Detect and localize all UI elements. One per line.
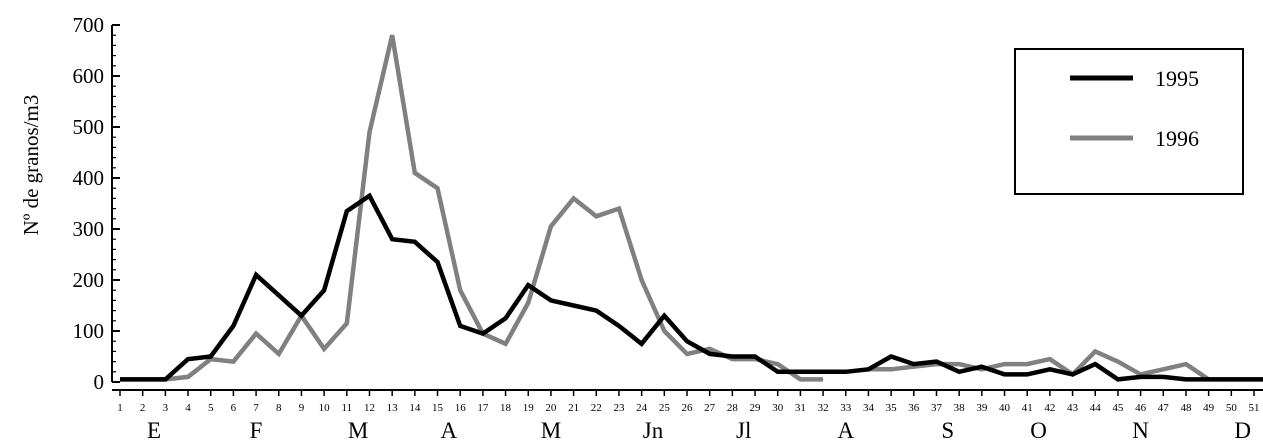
month-label: N: [1132, 418, 1149, 443]
x-tick-label: 37: [931, 402, 943, 414]
x-tick-label: 14: [409, 402, 421, 414]
x-tick-label: 39: [976, 402, 988, 414]
y-axis: 0 100 200 300 400 500 600 700: [73, 13, 120, 394]
month-label: S: [941, 418, 954, 443]
month-label: M: [348, 418, 368, 443]
x-tick-label: 19: [523, 402, 535, 414]
x-tick-label: 16: [455, 402, 467, 414]
x-tick-label: 2: [140, 402, 146, 414]
month-label: A: [837, 418, 854, 443]
x-tick-label: 15: [432, 402, 444, 414]
x-tick-label: 20: [545, 402, 557, 414]
y-tick-label: 300: [73, 217, 105, 241]
x-tick-label: 12: [364, 402, 375, 414]
x-tick-label: 45: [1112, 402, 1124, 414]
x-tick-label: 18: [500, 402, 512, 414]
x-tick-label: 3: [163, 402, 169, 414]
x-tick-label: 43: [1067, 402, 1079, 414]
x-tick-label: 31: [795, 402, 806, 414]
x-axis: 1 2 3 4 5 6 7 8 9 10 11 12 13 14 15 16 17 18 19 20 21 22 23 24 2…: [112, 389, 1263, 443]
y-tick-label: 400: [73, 166, 105, 190]
x-tick-label: 30: [772, 402, 784, 414]
month-label: O: [1030, 418, 1047, 443]
x-tick-label: 40: [999, 402, 1011, 414]
x-tick-label: 48: [1180, 402, 1192, 414]
x-tick-label: 46: [1135, 402, 1147, 414]
x-tick-label: 7: [253, 402, 259, 414]
month-label: A: [441, 418, 458, 443]
legend-label-1996: 1996: [1155, 126, 1199, 151]
y-tick-label: 500: [73, 115, 105, 139]
legend-label-1995: 1995: [1155, 66, 1199, 91]
x-tick-label: 11: [342, 402, 353, 414]
x-tick-label: 8: [276, 402, 282, 414]
x-tick-label: 44: [1090, 402, 1102, 414]
x-tick-label: 51: [1249, 402, 1260, 414]
x-tick-label: 27: [704, 402, 716, 414]
month-label: Jl: [736, 418, 751, 443]
x-tick-label: 25: [659, 402, 671, 414]
x-tick-label: 35: [886, 402, 898, 414]
x-tick-label: 13: [387, 402, 399, 414]
x-tick-label: 36: [908, 402, 920, 414]
y-tick-label: 100: [73, 319, 105, 343]
y-tick-label: 0: [94, 370, 105, 394]
x-tick-label: 9: [299, 402, 305, 414]
x-tick-label: 26: [682, 402, 694, 414]
y-axis-title: Nº de granos/m3: [19, 95, 43, 236]
x-tick-label: 50: [1226, 402, 1238, 414]
series-lines: [120, 34, 1263, 382]
x-tick-label: 5: [208, 402, 214, 414]
x-tick-label: 6: [231, 402, 237, 414]
x-tick-label: 4: [185, 402, 191, 414]
series-line-1995: [120, 192, 1263, 382]
month-label: Jn: [643, 418, 664, 443]
x-tick-label: 32: [818, 402, 829, 414]
x-tick-label: 41: [1022, 402, 1033, 414]
y-tick-label: 200: [73, 268, 105, 292]
legend: 1995 1996: [1014, 48, 1244, 195]
x-tick-label: 17: [477, 402, 489, 414]
x-tick-label: 29: [750, 402, 762, 414]
x-tick-label: 24: [636, 402, 648, 414]
legend-box: [1014, 48, 1244, 195]
month-label: D: [1234, 418, 1251, 443]
y-tick-label: 600: [73, 64, 105, 88]
x-tick-label: 49: [1203, 402, 1215, 414]
month-label: E: [147, 418, 161, 443]
x-tick-label: 28: [727, 402, 739, 414]
month-label: M: [541, 418, 561, 443]
x-tick-label: 33: [840, 402, 852, 414]
x-tick-label: 1: [117, 402, 123, 414]
y-tick-label: 700: [73, 13, 105, 37]
x-tick-label: 42: [1044, 402, 1055, 414]
x-tick-label: 22: [591, 402, 602, 414]
x-tick-label: 21: [568, 402, 579, 414]
x-tick-label: 47: [1158, 402, 1170, 414]
month-label: F: [250, 418, 263, 443]
x-tick-label: 10: [319, 402, 331, 414]
x-tick-label: 34: [863, 402, 875, 414]
x-tick-label: 23: [613, 402, 625, 414]
x-tick-label: 38: [954, 402, 966, 414]
